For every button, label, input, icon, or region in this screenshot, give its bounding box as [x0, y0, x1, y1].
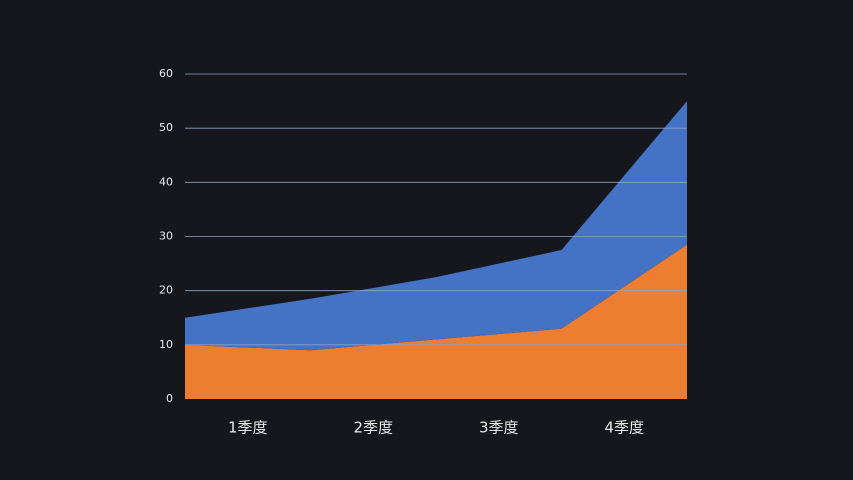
- y-tick-label: 0: [166, 392, 173, 405]
- area: [185, 101, 687, 351]
- x-tick-label: 2季度: [353, 419, 393, 437]
- y-tick-label: 50: [159, 121, 173, 134]
- y-tick-label: 30: [159, 230, 173, 243]
- y-tick-label: 20: [159, 284, 173, 297]
- x-tick-label: 4季度: [604, 419, 644, 437]
- area: [185, 244, 687, 399]
- y-tick-label: 60: [159, 67, 173, 80]
- y-tick-label: 10: [159, 338, 173, 351]
- x-tick-label: 3季度: [479, 419, 519, 437]
- x-tick-label: 1季度: [228, 419, 268, 437]
- y-tick-label: 40: [159, 175, 173, 188]
